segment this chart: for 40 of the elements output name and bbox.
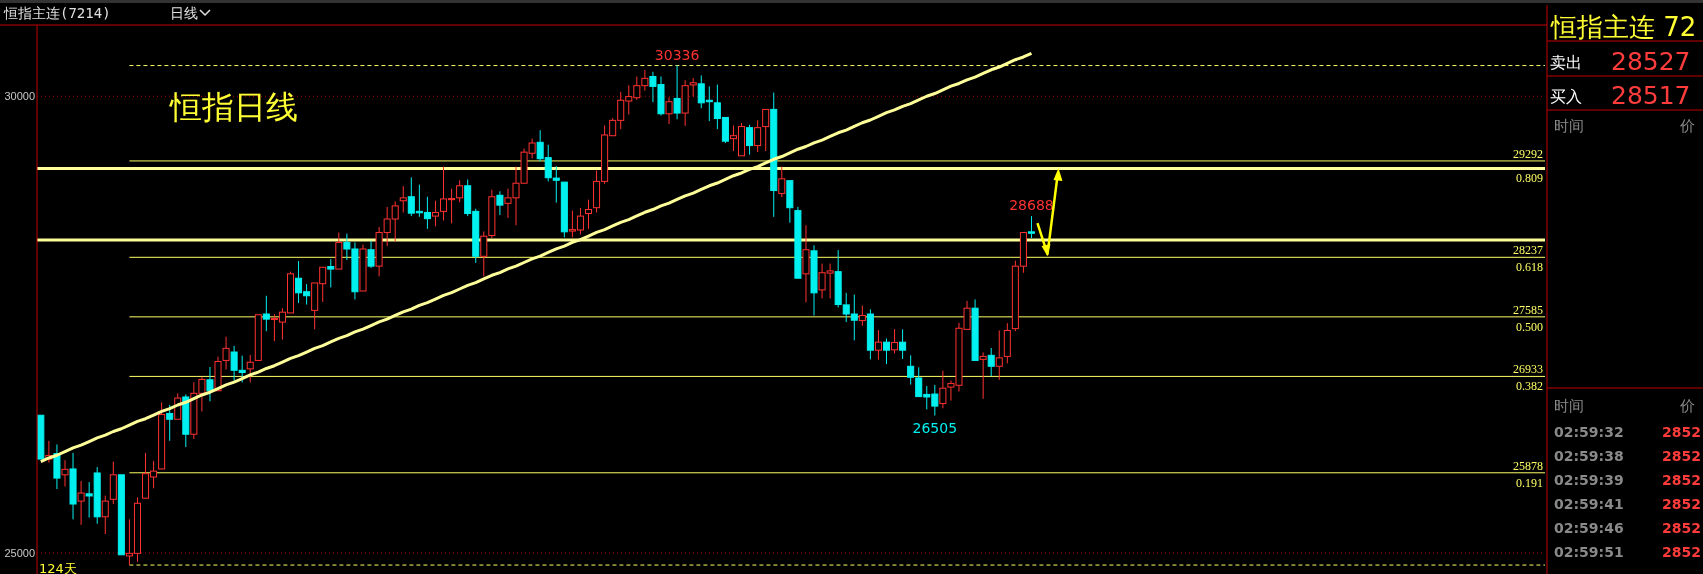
text: 2852 — [1662, 472, 1701, 488]
text: 28517 — [1611, 81, 1691, 110]
annotation: 30336 — [654, 46, 700, 63]
annotation: 0.191 — [1516, 475, 1543, 490]
text: 2852 — [1662, 448, 1701, 464]
annotation: 恒指日线 — [169, 88, 298, 126]
annotation: 0.618 — [1516, 260, 1543, 275]
text: 价 — [1679, 117, 1695, 135]
chart-subtitle: 日线 — [170, 5, 198, 21]
text: 02:59:46 — [1554, 520, 1624, 536]
ref-line-label: 27585 — [1513, 302, 1543, 317]
text: 2852 — [1662, 520, 1701, 536]
text: 02:59:41 — [1554, 496, 1624, 512]
text: 2852 — [1662, 424, 1701, 440]
annotation: 0.382 — [1516, 379, 1543, 394]
text: 28527 — [1611, 47, 1691, 76]
annotation: 124天 — [39, 561, 77, 574]
ref-line-label: 25878 — [1513, 458, 1543, 473]
text: 恒指主连 72 — [1550, 12, 1697, 42]
text: 2852 — [1662, 496, 1701, 512]
annotation: 28688 — [1009, 197, 1054, 214]
ref-line-label: 29292 — [1513, 146, 1543, 161]
text: 时间 — [1554, 397, 1584, 415]
chart-title: 恒指主连(7214) — [3, 5, 111, 21]
annotation: 0.500 — [1516, 319, 1543, 334]
text: 卖出 — [1550, 53, 1582, 72]
text: 02:59:51 — [1554, 544, 1624, 560]
ref-line-label: 26933 — [1513, 362, 1543, 377]
ref-line-label: 28237 — [1513, 243, 1543, 258]
text: 买入 — [1550, 87, 1582, 106]
text: 02:59:38 — [1554, 448, 1624, 464]
text: 2852 — [1662, 544, 1701, 560]
text: 02:59:39 — [1554, 472, 1624, 488]
annotation: 26505 — [912, 419, 958, 436]
text: 02:59:32 — [1554, 424, 1624, 440]
text: 时间 — [1554, 117, 1584, 135]
y-tick-label: 30000 — [4, 90, 35, 103]
y-tick-label: 25000 — [4, 546, 35, 559]
text: 价 — [1679, 397, 1695, 415]
annotation: 0.809 — [1516, 171, 1543, 186]
